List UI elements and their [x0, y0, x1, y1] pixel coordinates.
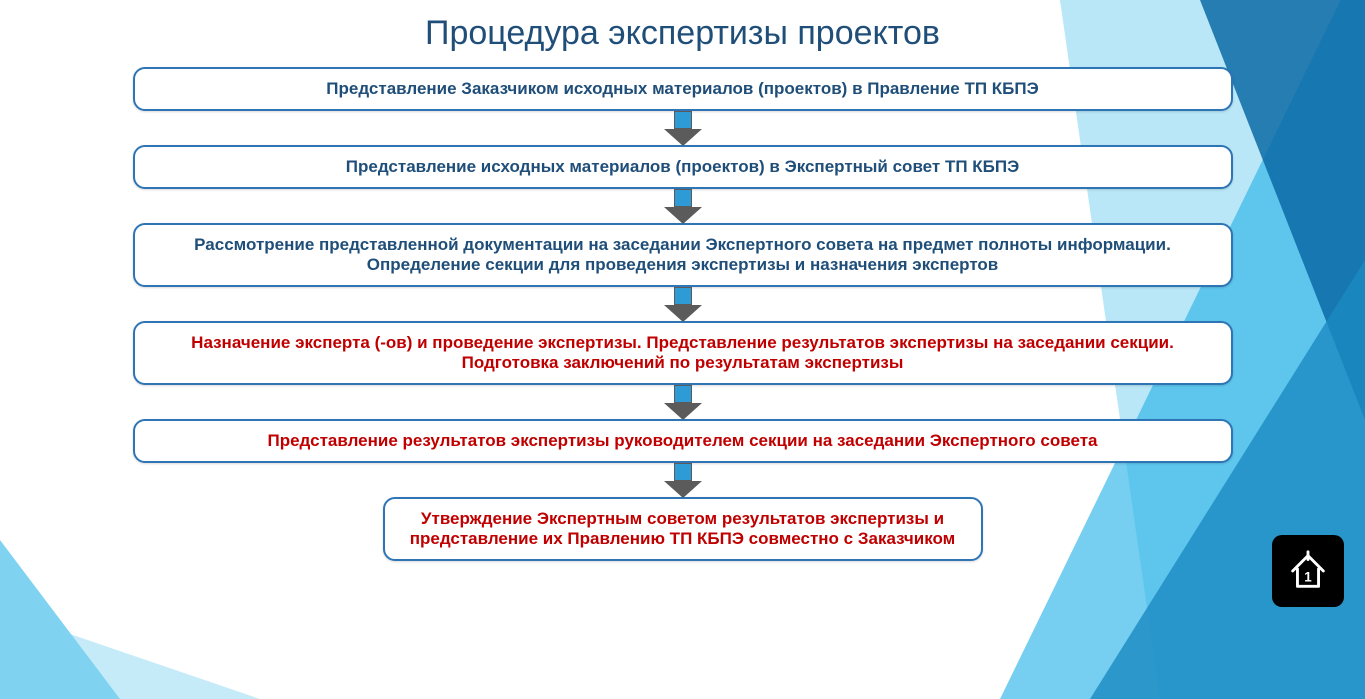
flow-node-text: Рассмотрение представленной документации… — [135, 225, 1231, 285]
flow-node-step-2: Представление исходных материалов (проек… — [133, 145, 1233, 189]
home-icon: 1 — [1285, 548, 1331, 594]
flow-node-step-3: Рассмотрение представленной документации… — [133, 223, 1233, 287]
flow-arrow — [664, 385, 702, 419]
flow-node-step-4: Назначение эксперта (-ов) и проведение э… — [133, 321, 1233, 385]
flow-node-text: Представление Заказчиком исходных матери… — [135, 69, 1231, 109]
flow-node-text: Назначение эксперта (-ов) и проведение э… — [135, 323, 1231, 383]
svg-text:1: 1 — [1304, 570, 1312, 585]
flow-node-text: Представление исходных материалов (проек… — [135, 147, 1231, 187]
home-button[interactable]: 1 — [1272, 535, 1344, 607]
flow-node-step-5: Представление результатов экспертизы рук… — [133, 419, 1233, 463]
flow-arrow — [664, 111, 702, 145]
flowchart: Представление Заказчиком исходных матери… — [133, 67, 1233, 561]
flow-arrow — [664, 463, 702, 497]
flow-node-step-1: Представление Заказчиком исходных матери… — [133, 67, 1233, 111]
flow-arrow — [664, 189, 702, 223]
flow-node-text: Утверждение Экспертным советом результат… — [385, 499, 981, 559]
flow-node-step-6: Утверждение Экспертным советом результат… — [383, 497, 983, 561]
page-title: Процедура экспертизы проектов — [0, 0, 1365, 53]
flow-node-text: Представление результатов экспертизы рук… — [135, 421, 1231, 461]
flow-arrow — [664, 287, 702, 321]
